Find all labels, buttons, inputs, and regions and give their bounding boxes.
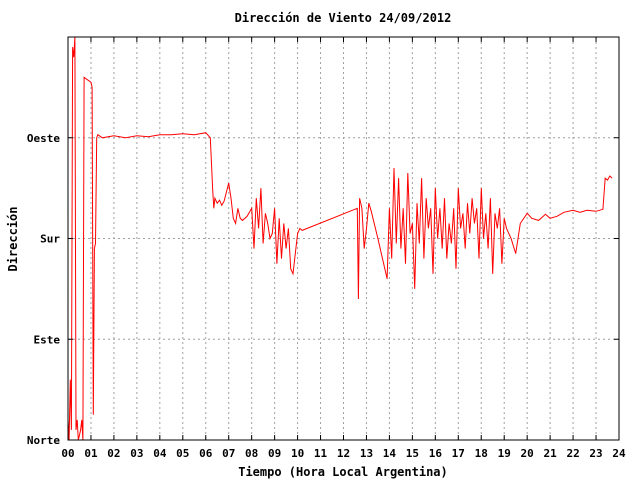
y-tick-labels: Norte Este Sur Oeste [27, 132, 60, 447]
x-tick-label: 10 [291, 447, 304, 460]
axis-ticks [67, 37, 620, 441]
x-tick-label: 19 [498, 447, 511, 460]
x-tick-label: 13 [360, 447, 373, 460]
x-tick-label: 24 [612, 447, 626, 460]
wind-direction-series-line [67, 36, 613, 441]
x-tick-label: 16 [429, 447, 443, 460]
x-axis-label: Tiempo (Hora Local Argentina) [238, 465, 448, 479]
x-tick-label: 18 [475, 447, 488, 460]
x-tick-label: 07 [222, 447, 235, 460]
x-tick-label: 01 [84, 447, 98, 460]
x-tick-label: 17 [452, 447, 465, 460]
x-tick-label: 08 [245, 447, 258, 460]
y-tick-label: Este [34, 333, 61, 346]
x-tick-label: 06 [199, 447, 213, 460]
x-tick-label: 11 [314, 447, 328, 460]
x-tick-label: 15 [406, 447, 419, 460]
x-tick-label: 21 [544, 447, 558, 460]
grid-lines [68, 37, 619, 440]
x-tick-label: 23 [589, 447, 602, 460]
y-axis-label: Dirección [6, 206, 20, 271]
x-tick-label: 09 [268, 447, 281, 460]
chart-title: Dirección de Viento 24/09/2012 [235, 11, 452, 25]
x-tick-label: 22 [566, 447, 579, 460]
x-tick-labels: 00 01 02 03 04 05 06 07 08 09 10 11 12 13 14 15 16 17 18 19… [61, 447, 626, 460]
x-tick-label: 00 [61, 447, 74, 460]
x-tick-label: 03 [130, 447, 143, 460]
x-tick-label: 12 [337, 447, 350, 460]
y-tick-label: Sur [40, 233, 60, 246]
series-layer [67, 36, 613, 441]
y-tick-label: Oeste [27, 132, 60, 145]
x-tick-label: 20 [521, 447, 534, 460]
x-tick-label: 02 [107, 447, 120, 460]
x-tick-label: 05 [176, 447, 189, 460]
x-tick-label: 14 [383, 447, 397, 460]
x-tick-label: 04 [153, 447, 167, 460]
y-tick-label: Norte [27, 434, 60, 447]
